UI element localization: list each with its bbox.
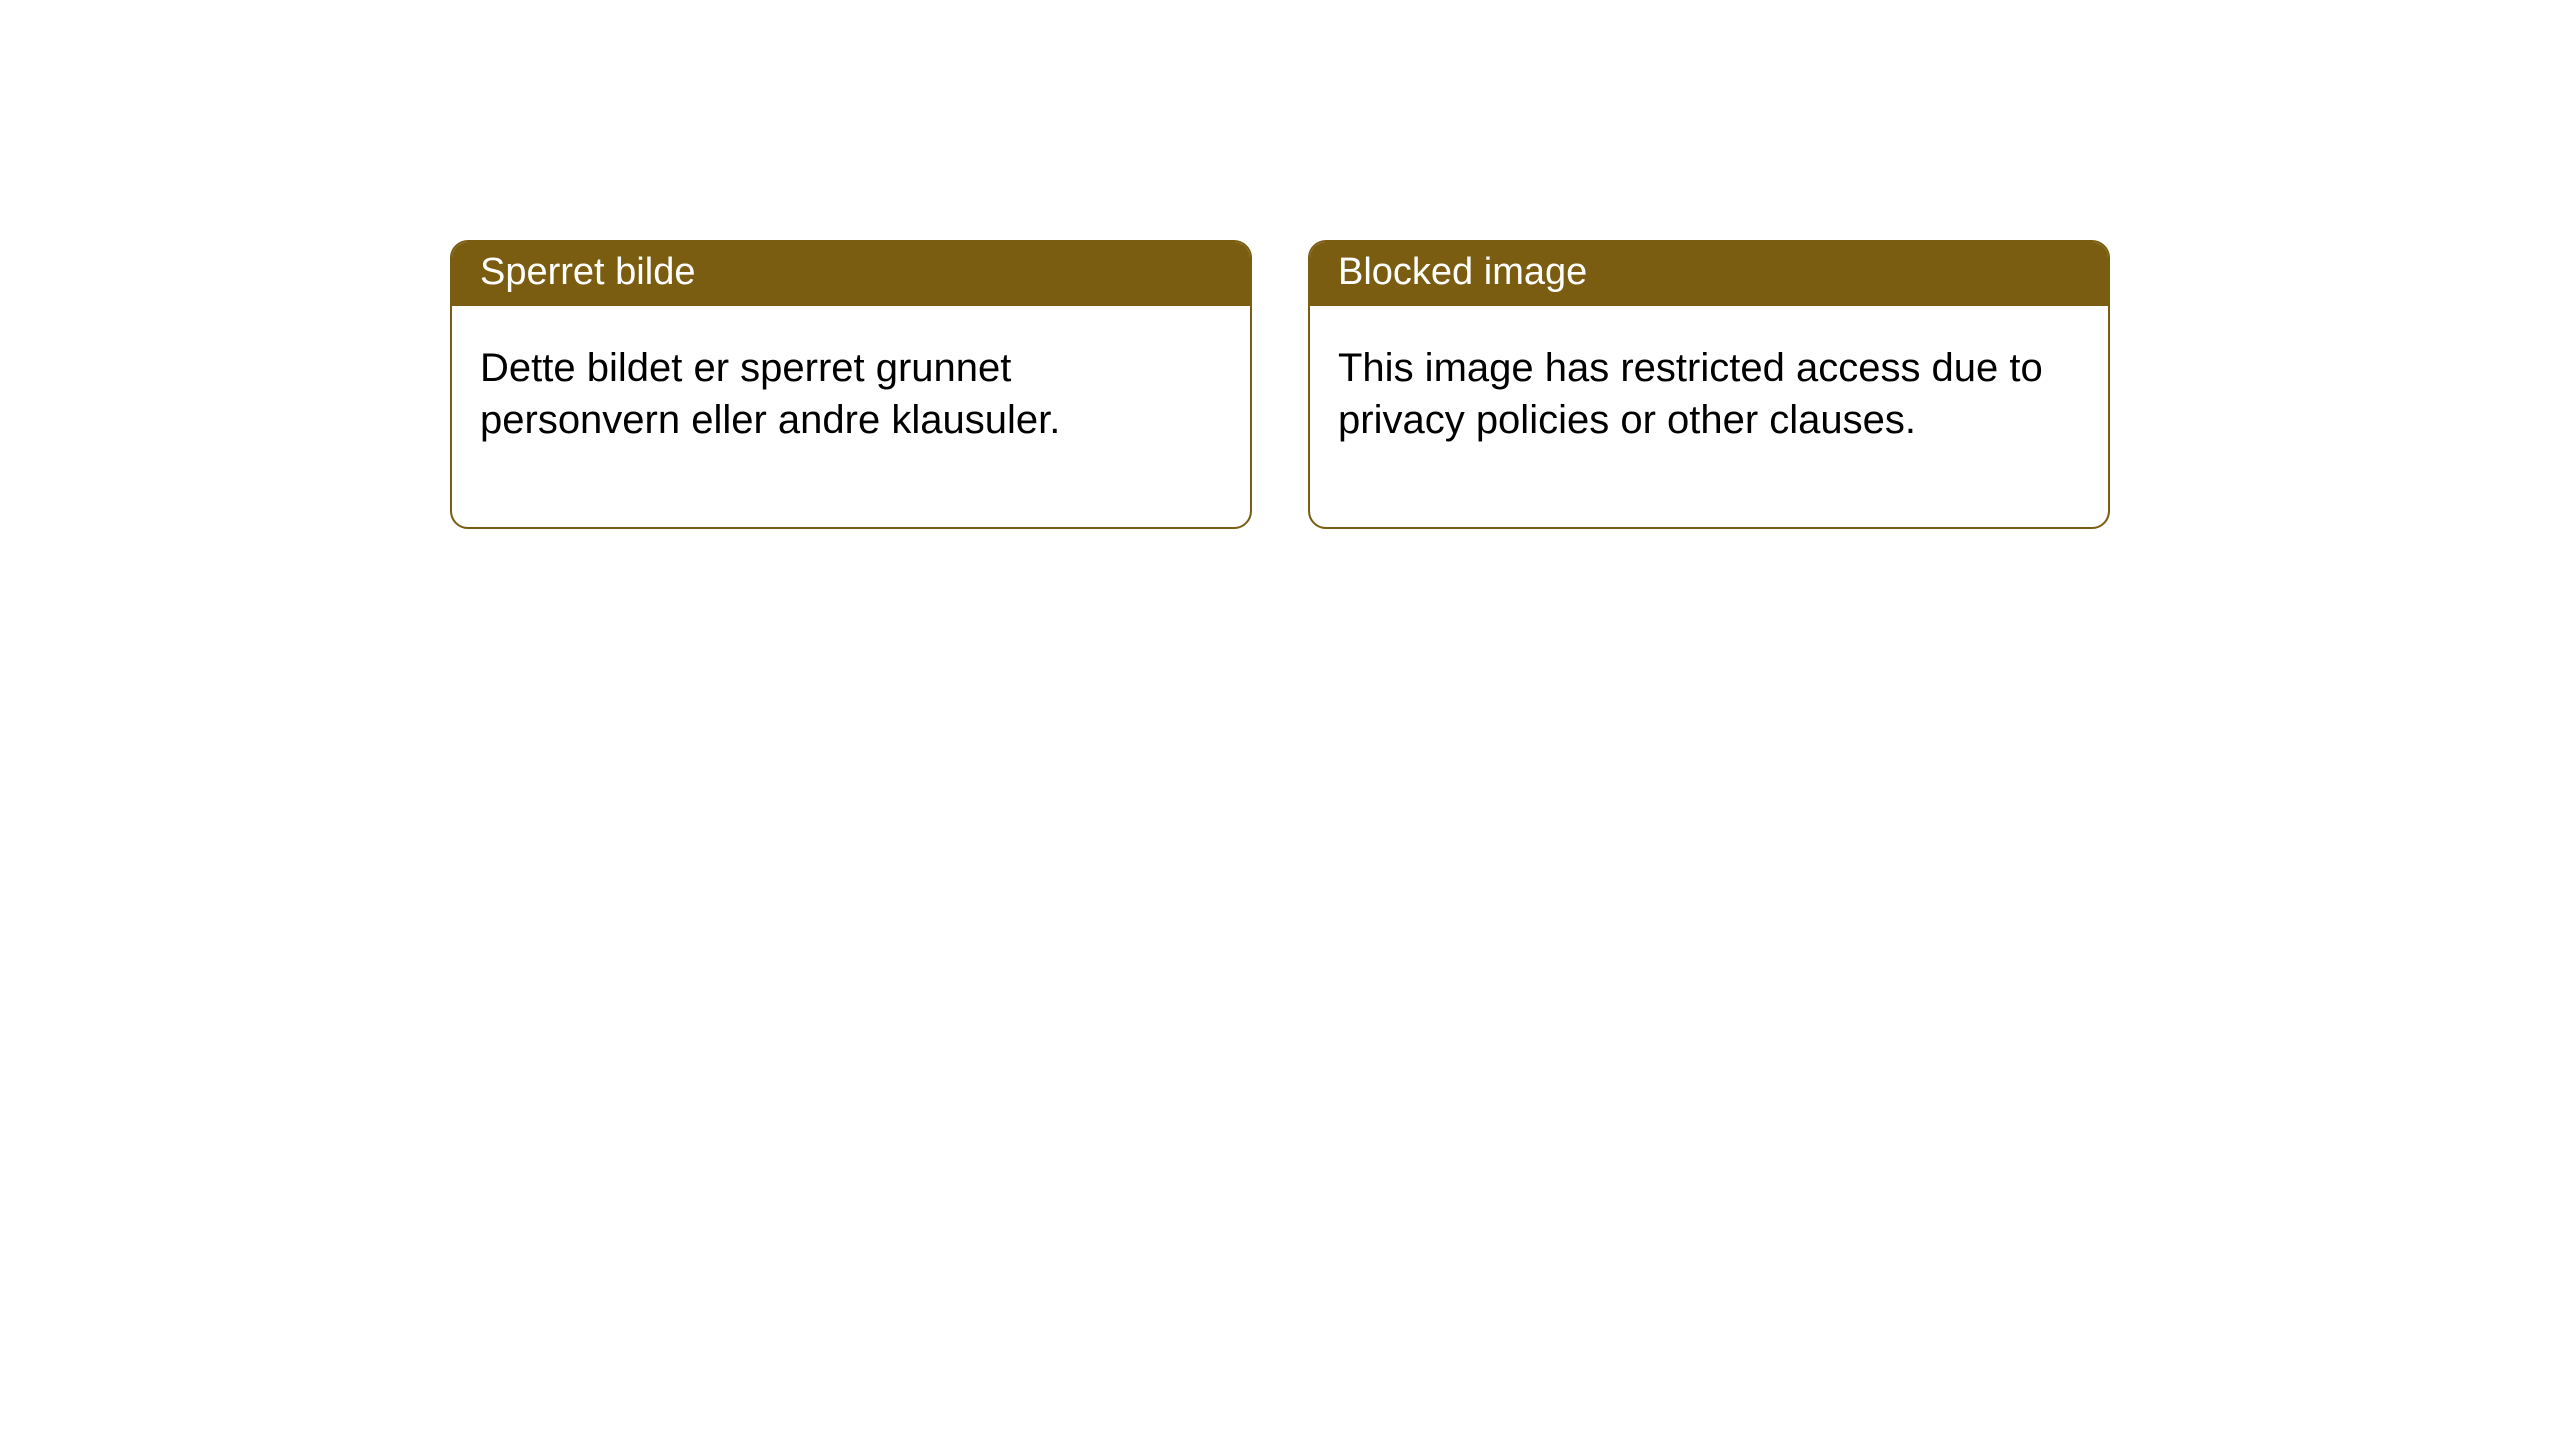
card-body-en: This image has restricted access due to … bbox=[1310, 306, 2108, 528]
blocked-image-card-en: Blocked image This image has restricted … bbox=[1308, 240, 2110, 529]
blocked-image-card-no: Sperret bilde Dette bildet er sperret gr… bbox=[450, 240, 1252, 529]
card-body-no: Dette bildet er sperret grunnet personve… bbox=[452, 306, 1250, 528]
notice-container: Sperret bilde Dette bildet er sperret gr… bbox=[0, 0, 2560, 529]
card-header-en: Blocked image bbox=[1310, 242, 2108, 306]
card-header-no: Sperret bilde bbox=[452, 242, 1250, 306]
